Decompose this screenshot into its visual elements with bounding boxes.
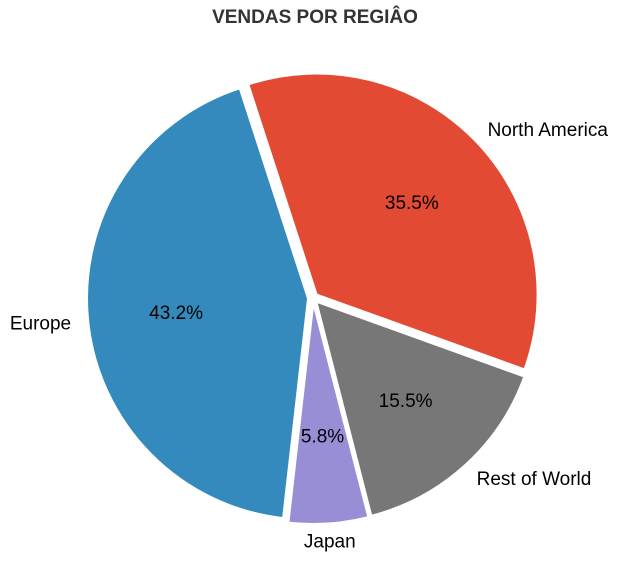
category-label-rest-of-world: Rest of World	[477, 469, 592, 490]
percent-label-north-america: 35.5%	[385, 193, 439, 214]
pie-slice-japan	[287, 302, 370, 525]
pie-slice-north-america	[247, 72, 539, 371]
category-label-north-america: North America	[488, 120, 609, 141]
category-label-europe: Europe	[10, 313, 71, 334]
chart-title: VENDAS POR REGIÂO	[212, 6, 418, 28]
pie-slice-rest-of-world	[314, 300, 526, 517]
percent-label-japan: 5.8%	[301, 426, 344, 447]
pie-slice-europe	[86, 87, 310, 520]
percent-label-europe: 43.2%	[149, 303, 203, 324]
percent-label-rest-of-world: 15.5%	[379, 391, 433, 412]
category-label-japan: Japan	[304, 532, 356, 553]
pie-slices	[86, 72, 539, 525]
pie-labels: 35.5% North America 15.5% Rest of World 5.8%…	[10, 120, 609, 553]
